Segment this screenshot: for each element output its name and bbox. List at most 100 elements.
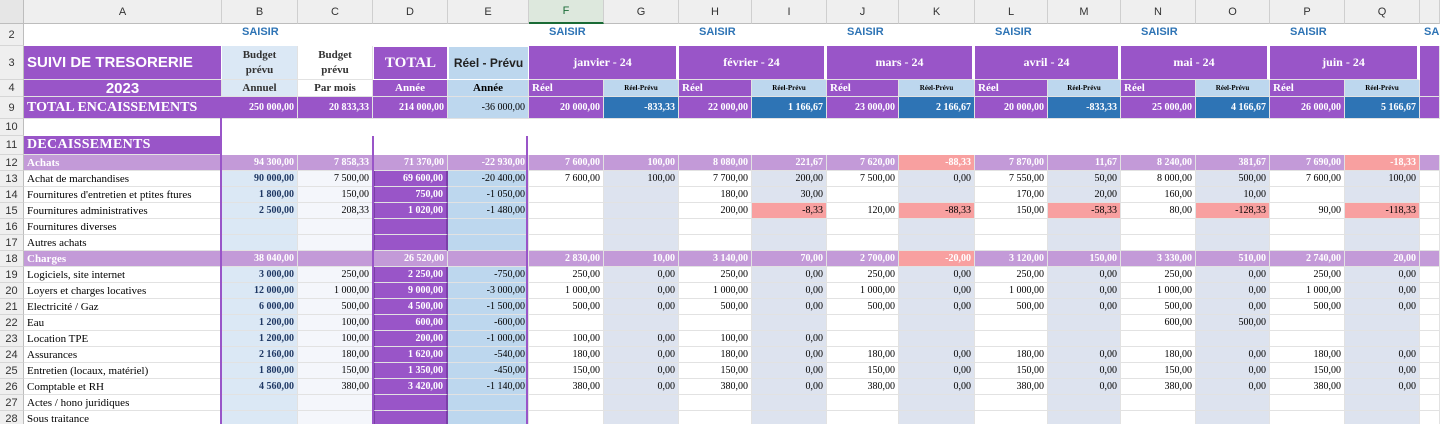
cell-n18[interactable]: 3 330,00 xyxy=(1121,251,1196,267)
cell-d22[interactable]: 600,00 xyxy=(373,315,448,331)
cell-c9[interactable]: 20 833,33 xyxy=(298,97,373,119)
cell-k28[interactable] xyxy=(899,411,975,424)
cell-d12[interactable]: 71 370,00 xyxy=(373,155,448,171)
cell-o26[interactable]: 0,00 xyxy=(1196,379,1270,395)
cell-l22[interactable] xyxy=(975,315,1048,331)
cell-m24[interactable]: 0,00 xyxy=(1048,347,1121,363)
column-header-g[interactable]: G xyxy=(604,0,679,24)
cell-n22[interactable]: 600,00 xyxy=(1121,315,1196,331)
cell-o25[interactable]: 0,00 xyxy=(1196,363,1270,379)
cell-e27[interactable] xyxy=(448,395,529,411)
column-header-m[interactable]: M xyxy=(1048,0,1121,24)
cell-o12[interactable]: 381,67 xyxy=(1196,155,1270,171)
cell-b25[interactable]: 1 800,00 xyxy=(222,363,298,379)
cell-c19[interactable]: 250,00 xyxy=(298,267,373,283)
month-reel-prevu-label-3[interactable]: Réel-Prévu xyxy=(1048,80,1121,97)
cell-o24[interactable]: 0,00 xyxy=(1196,347,1270,363)
cell-d24[interactable]: 1 620,00 xyxy=(373,347,448,363)
cell-j9[interactable]: 23 000,00 xyxy=(827,97,899,119)
cell-h23[interactable]: 100,00 xyxy=(679,331,752,347)
cell-e13[interactable]: -20 400,00 xyxy=(448,171,529,187)
cell-n19[interactable]: 250,00 xyxy=(1121,267,1196,283)
month-reel-prevu-label-2[interactable]: Réel-Prévu xyxy=(899,80,975,97)
cell-g21[interactable]: 0,00 xyxy=(604,299,679,315)
cell-l13[interactable]: 7 550,00 xyxy=(975,171,1048,187)
row-header-17[interactable]: 17 xyxy=(0,235,24,251)
cell-c21[interactable]: 500,00 xyxy=(298,299,373,315)
cell-e20[interactable]: -3 000,00 xyxy=(448,283,529,299)
row-label-15[interactable]: Fournitures administratives xyxy=(24,203,222,219)
cell-h14[interactable]: 180,00 xyxy=(679,187,752,203)
cell-q15[interactable]: -118,33 xyxy=(1345,203,1420,219)
cell-l28[interactable] xyxy=(975,411,1048,424)
cell-k20[interactable]: 0,00 xyxy=(899,283,975,299)
cell-b28[interactable] xyxy=(222,411,298,424)
cell-n14[interactable]: 160,00 xyxy=(1121,187,1196,203)
cell-n25[interactable]: 150,00 xyxy=(1121,363,1196,379)
cell-l23[interactable] xyxy=(975,331,1048,347)
cell-c28[interactable] xyxy=(298,411,373,424)
cell-k23[interactable] xyxy=(899,331,975,347)
cell-g15[interactable] xyxy=(604,203,679,219)
cell-c18[interactable] xyxy=(298,251,373,267)
cell-i21[interactable]: 0,00 xyxy=(752,299,827,315)
cell-d27[interactable] xyxy=(373,395,448,411)
cell-d21[interactable]: 4 500,00 xyxy=(373,299,448,315)
row-label-24[interactable]: Assurances xyxy=(24,347,222,363)
cell-f12[interactable]: 7 600,00 xyxy=(529,155,604,171)
cell-q22[interactable] xyxy=(1345,315,1420,331)
cell-n26[interactable]: 380,00 xyxy=(1121,379,1196,395)
cell-j15[interactable]: 120,00 xyxy=(827,203,899,219)
cell-m18[interactable]: 150,00 xyxy=(1048,251,1121,267)
cell-b24[interactable]: 2 160,00 xyxy=(222,347,298,363)
cell-o18[interactable]: 510,00 xyxy=(1196,251,1270,267)
row-header-14[interactable]: 14 xyxy=(0,187,24,203)
cell-k17[interactable] xyxy=(899,235,975,251)
cell-r25[interactable] xyxy=(1420,363,1440,379)
cell-l17[interactable] xyxy=(975,235,1048,251)
row-header-25[interactable]: 25 xyxy=(0,363,24,379)
reel-prevu-header[interactable]: Réel - Prévu xyxy=(448,46,529,80)
cell-o23[interactable] xyxy=(1196,331,1270,347)
cell-e15[interactable]: -1 480,00 xyxy=(448,203,529,219)
cell-l9[interactable]: 20 000,00 xyxy=(975,97,1048,119)
cell-j23[interactable] xyxy=(827,331,899,347)
cell-f23[interactable]: 100,00 xyxy=(529,331,604,347)
cell-g23[interactable]: 0,00 xyxy=(604,331,679,347)
row-header-23[interactable]: 23 xyxy=(0,331,24,347)
cell-q21[interactable]: 0,00 xyxy=(1345,299,1420,315)
cell-r19[interactable] xyxy=(1420,267,1440,283)
cell-r9[interactable] xyxy=(1420,97,1440,119)
cell-b20[interactable]: 12 000,00 xyxy=(222,283,298,299)
cell-f15[interactable] xyxy=(529,203,604,219)
cell-f24[interactable]: 180,00 xyxy=(529,347,604,363)
row-header-12[interactable]: 12 xyxy=(0,155,24,171)
cell-o28[interactable] xyxy=(1196,411,1270,424)
cell-g18[interactable]: 10,00 xyxy=(604,251,679,267)
cell-c16[interactable] xyxy=(298,219,373,235)
cell-c24[interactable]: 180,00 xyxy=(298,347,373,363)
column-header-c[interactable]: C xyxy=(298,0,373,24)
cell-d26[interactable]: 3 420,00 xyxy=(373,379,448,395)
cell-i26[interactable]: 0,00 xyxy=(752,379,827,395)
cell-i9[interactable]: 1 166,67 xyxy=(752,97,827,119)
cell-d15[interactable]: 1 020,00 xyxy=(373,203,448,219)
cell-o15[interactable]: -128,33 xyxy=(1196,203,1270,219)
cell-l16[interactable] xyxy=(975,219,1048,235)
cell-i28[interactable] xyxy=(752,411,827,424)
cell-f22[interactable] xyxy=(529,315,604,331)
cell-q26[interactable]: 0,00 xyxy=(1345,379,1420,395)
cell-k21[interactable]: 0,00 xyxy=(899,299,975,315)
row-label-22[interactable]: Eau xyxy=(24,315,222,331)
cell-m25[interactable]: 0,00 xyxy=(1048,363,1121,379)
budget-annuel-label[interactable]: Annuel xyxy=(222,80,298,97)
cell-m23[interactable] xyxy=(1048,331,1121,347)
cell-n21[interactable]: 500,00 xyxy=(1121,299,1196,315)
cell-c13[interactable]: 7 500,00 xyxy=(298,171,373,187)
cell-f9[interactable]: 20 000,00 xyxy=(529,97,604,119)
cell-d18[interactable]: 26 520,00 xyxy=(373,251,448,267)
cell-h19[interactable]: 250,00 xyxy=(679,267,752,283)
cell-p22[interactable] xyxy=(1270,315,1345,331)
cell-d23[interactable]: 200,00 xyxy=(373,331,448,347)
cell-q19[interactable]: 0,00 xyxy=(1345,267,1420,283)
